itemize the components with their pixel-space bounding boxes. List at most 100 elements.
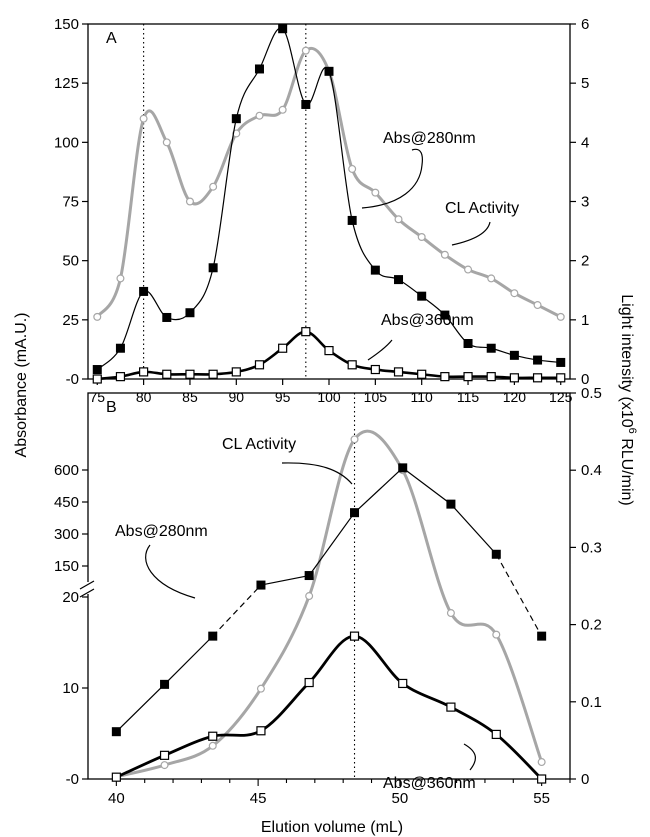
panel-b-cl-activity-point-4 (305, 592, 314, 601)
panel-a-cl-activity-point-14 (417, 233, 426, 242)
panel-b-axis-break-gap (78, 582, 98, 594)
panel-a-abs360-point-2 (139, 367, 149, 377)
panel-b-series-abs360-line (115, 634, 543, 780)
y-axis-right-title: Light intensity (x106 RLU/min) (618, 294, 638, 506)
panel-a-y-right-tick-label-2: 2 (581, 253, 589, 270)
panel-b-abs280-segment-0 (115, 683, 165, 733)
panel-a-cl-activity-point-17 (487, 274, 496, 283)
panel-a-abs280-point-13 (394, 275, 404, 285)
panel-a-abs280-point-18 (509, 350, 519, 360)
panel-b-abs360-point-5 (349, 631, 360, 641)
panel-a-y-right-tick-label-1: 1 (581, 312, 589, 329)
panel-a-abs280-point-8 (278, 24, 288, 34)
panel-b-abs280-segment-5 (354, 467, 404, 514)
annotation-b-cl-activity: CL Activity (222, 436, 296, 453)
panel-b-x-tick-label-3: 55 (533, 790, 550, 807)
panel-a-abs280-point-5 (208, 263, 218, 273)
panel-a-abs360-point-16 (463, 372, 473, 382)
panel-b-abs280-point-4 (304, 571, 314, 581)
panel-a-abs280-point-0 (92, 365, 102, 375)
panel-b-abs280-point-6 (398, 463, 408, 473)
panel-a-abs280-point-15 (440, 310, 450, 320)
panel-b-x-tick-label-0: 40 (108, 790, 125, 807)
panel-a-abs280-point-10 (324, 66, 334, 76)
panel-a-cl-activity-point-7 (255, 111, 264, 120)
panel-a-y-right-tick-label-6: 6 (581, 16, 589, 33)
panel-a-x-tick-label-4: 95 (275, 389, 291, 405)
panel-a-abs360-point-0 (92, 374, 102, 384)
panel-b-abs360-point-8 (491, 729, 501, 740)
y-axis-left-title: Absorbance (mA.U.) (13, 313, 30, 458)
panel-b-axis-break-mark-upper (79, 580, 95, 590)
panel-b-x-tick-label-1: 45 (250, 790, 267, 807)
panel-b-series-cl-activity-line (116, 429, 544, 779)
panel-b: 40 45 50 55 -0 10 20 150 300 450 600 0 0.1 0.2 0.3 0.4 0… (54, 385, 602, 807)
panel-a-cl-activity-point-13 (394, 215, 403, 224)
panel-b-label: B (106, 399, 117, 416)
annotation-a-abs360: Abs@360nm (381, 312, 474, 329)
panel-a-abs280-point-7 (254, 64, 264, 74)
panel-a-cl-activity-point-8 (278, 105, 287, 114)
panel-a-abs280-point-11 (347, 215, 357, 225)
panel-a-cl-activity-point-1 (116, 274, 125, 283)
panel-a-abs360-point-8 (278, 343, 288, 353)
panel-a-abs280-point-1 (115, 343, 125, 353)
y-axis-right-title-exponent: 6 (626, 428, 638, 434)
panel-a-cl-activity-point-15 (440, 250, 449, 259)
panel-a-abs360-point-4 (185, 369, 195, 379)
panel-b-abs280-point-9 (537, 631, 547, 641)
panel-a-leader-abs360 (367, 339, 393, 361)
panel-a-y-right-tick-label-5: 5 (581, 75, 589, 92)
panel-a-cl-activity-point-2 (139, 114, 148, 123)
panel-a: 75 80 85 90 95 100 105 110 115 120 125-02550751001… (54, 16, 589, 405)
panel-b-cl-activity-point-5 (350, 435, 359, 444)
panel-a-abs280-point-4 (185, 308, 195, 318)
panel-b-abs360-point-9 (537, 774, 547, 784)
panel-b-abs280-segment-3 (260, 574, 310, 586)
panel-a-y-left-tick-label-6: 150 (54, 16, 79, 33)
panel-b-y-right-tick-label-0: 0 (581, 771, 589, 788)
panel-b-cl-activity-point-2 (208, 741, 217, 750)
panel-b-y-left-tick-label-upper-3: 600 (54, 462, 79, 479)
x-axis-title: Elution volume (mL) (261, 819, 403, 836)
panel-a-abs280-point-3 (162, 312, 172, 322)
panel-a-abs360-point-14 (417, 369, 427, 379)
annotation-a-cl-activity: CL Activity (445, 200, 519, 217)
panel-b-abs360-point-4 (304, 677, 314, 688)
panel-b-cl-activity-point-8 (492, 630, 501, 639)
panel-b-y-right-tick-label-4: 0.4 (581, 462, 602, 479)
panel-a-cl-activity-point-18 (510, 289, 519, 298)
panel-a-y-right-tick-label-0: 0 (581, 371, 589, 388)
panel-b-abs280-segment-6 (402, 467, 452, 505)
panel-b-abs360-point-7 (446, 702, 456, 712)
panel-a-x-tick-label-1: 80 (136, 389, 152, 405)
panel-b-abs280-segment-7 (450, 503, 497, 555)
panel-a-abs360-point-17 (486, 372, 496, 382)
panel-b-y-left-tick-label-lower-0: -0 (66, 771, 79, 788)
panel-a-abs280-point-17 (486, 343, 496, 353)
panel-b-abs360-point-3 (256, 726, 266, 736)
panel-b-frame (87, 392, 571, 780)
panel-a-abs360-point-11 (347, 360, 357, 370)
panel-a-y-left-tick-label-1: 25 (62, 312, 79, 329)
panel-b-y-right-tick-label-1: 0.1 (581, 694, 602, 711)
panel-b-cl-activity-point-7 (446, 609, 455, 618)
panel-a-abs280-point-14 (417, 291, 427, 301)
panel-a-x-tick-label-5: 100 (317, 389, 341, 405)
panel-b-abs360-point-0 (111, 772, 121, 782)
panel-a-abs280-point-20 (556, 357, 566, 367)
panel-b-y-left-tick-label-upper-1: 300 (54, 526, 79, 543)
panel-a-x-tick-label-2: 85 (182, 389, 198, 405)
panel-a-y-left-tick-label-2: 50 (62, 253, 79, 270)
panel-a-abs360-point-6 (231, 367, 241, 377)
panel-a-abs360-point-18 (509, 373, 519, 383)
panel-b-y-left-tick-label-lower-2: 20 (62, 589, 79, 606)
panel-a-abs360-point-20 (556, 373, 566, 383)
panel-a-y-right-tick-label-4: 4 (581, 134, 589, 151)
panel-a-abs280-point-9 (301, 99, 311, 109)
panel-b-abs280-point-5 (350, 508, 360, 518)
panel-a-x-tick-label-10: 125 (549, 389, 573, 405)
panel-b-abs280-segment-1 (164, 635, 214, 685)
panel-b-cl-activity-point-3 (256, 684, 265, 693)
